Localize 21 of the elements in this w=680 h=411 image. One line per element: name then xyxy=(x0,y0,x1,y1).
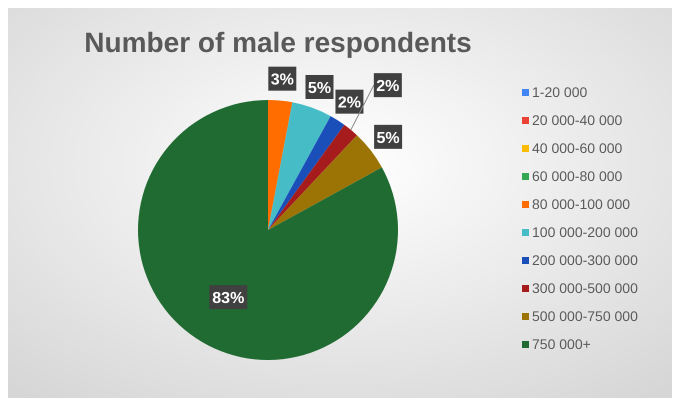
data-label: 5% xyxy=(376,130,400,147)
data-label: 2% xyxy=(338,94,362,112)
legend-label: 20 000-40 000 xyxy=(532,112,623,128)
data-label: 83% xyxy=(212,290,244,308)
legend-label: 100 000-200 000 xyxy=(532,224,638,240)
legend-label: 80 000-100 000 xyxy=(532,196,630,212)
data-label: 2% xyxy=(376,78,400,96)
legend-label: 200 000-300 000 xyxy=(532,252,638,268)
legend-label: 60 000-80 000 xyxy=(532,168,623,184)
legend-label: 40 000-60 000 xyxy=(532,140,623,156)
data-label: 3% xyxy=(270,72,294,89)
legend-label: 300 000-500 000 xyxy=(532,280,638,296)
legend-label: 1-20 000 xyxy=(532,84,588,100)
pie-slice xyxy=(268,100,292,230)
data-label: 5% xyxy=(308,80,332,97)
pie-slice xyxy=(268,124,357,230)
legend-label: 750 000+ xyxy=(532,336,591,352)
chart-title: Number of male respondents xyxy=(84,27,472,58)
legend-label: 500 000-750 000 xyxy=(532,308,638,324)
pie-slice xyxy=(268,116,344,230)
pie-slice xyxy=(268,102,331,230)
